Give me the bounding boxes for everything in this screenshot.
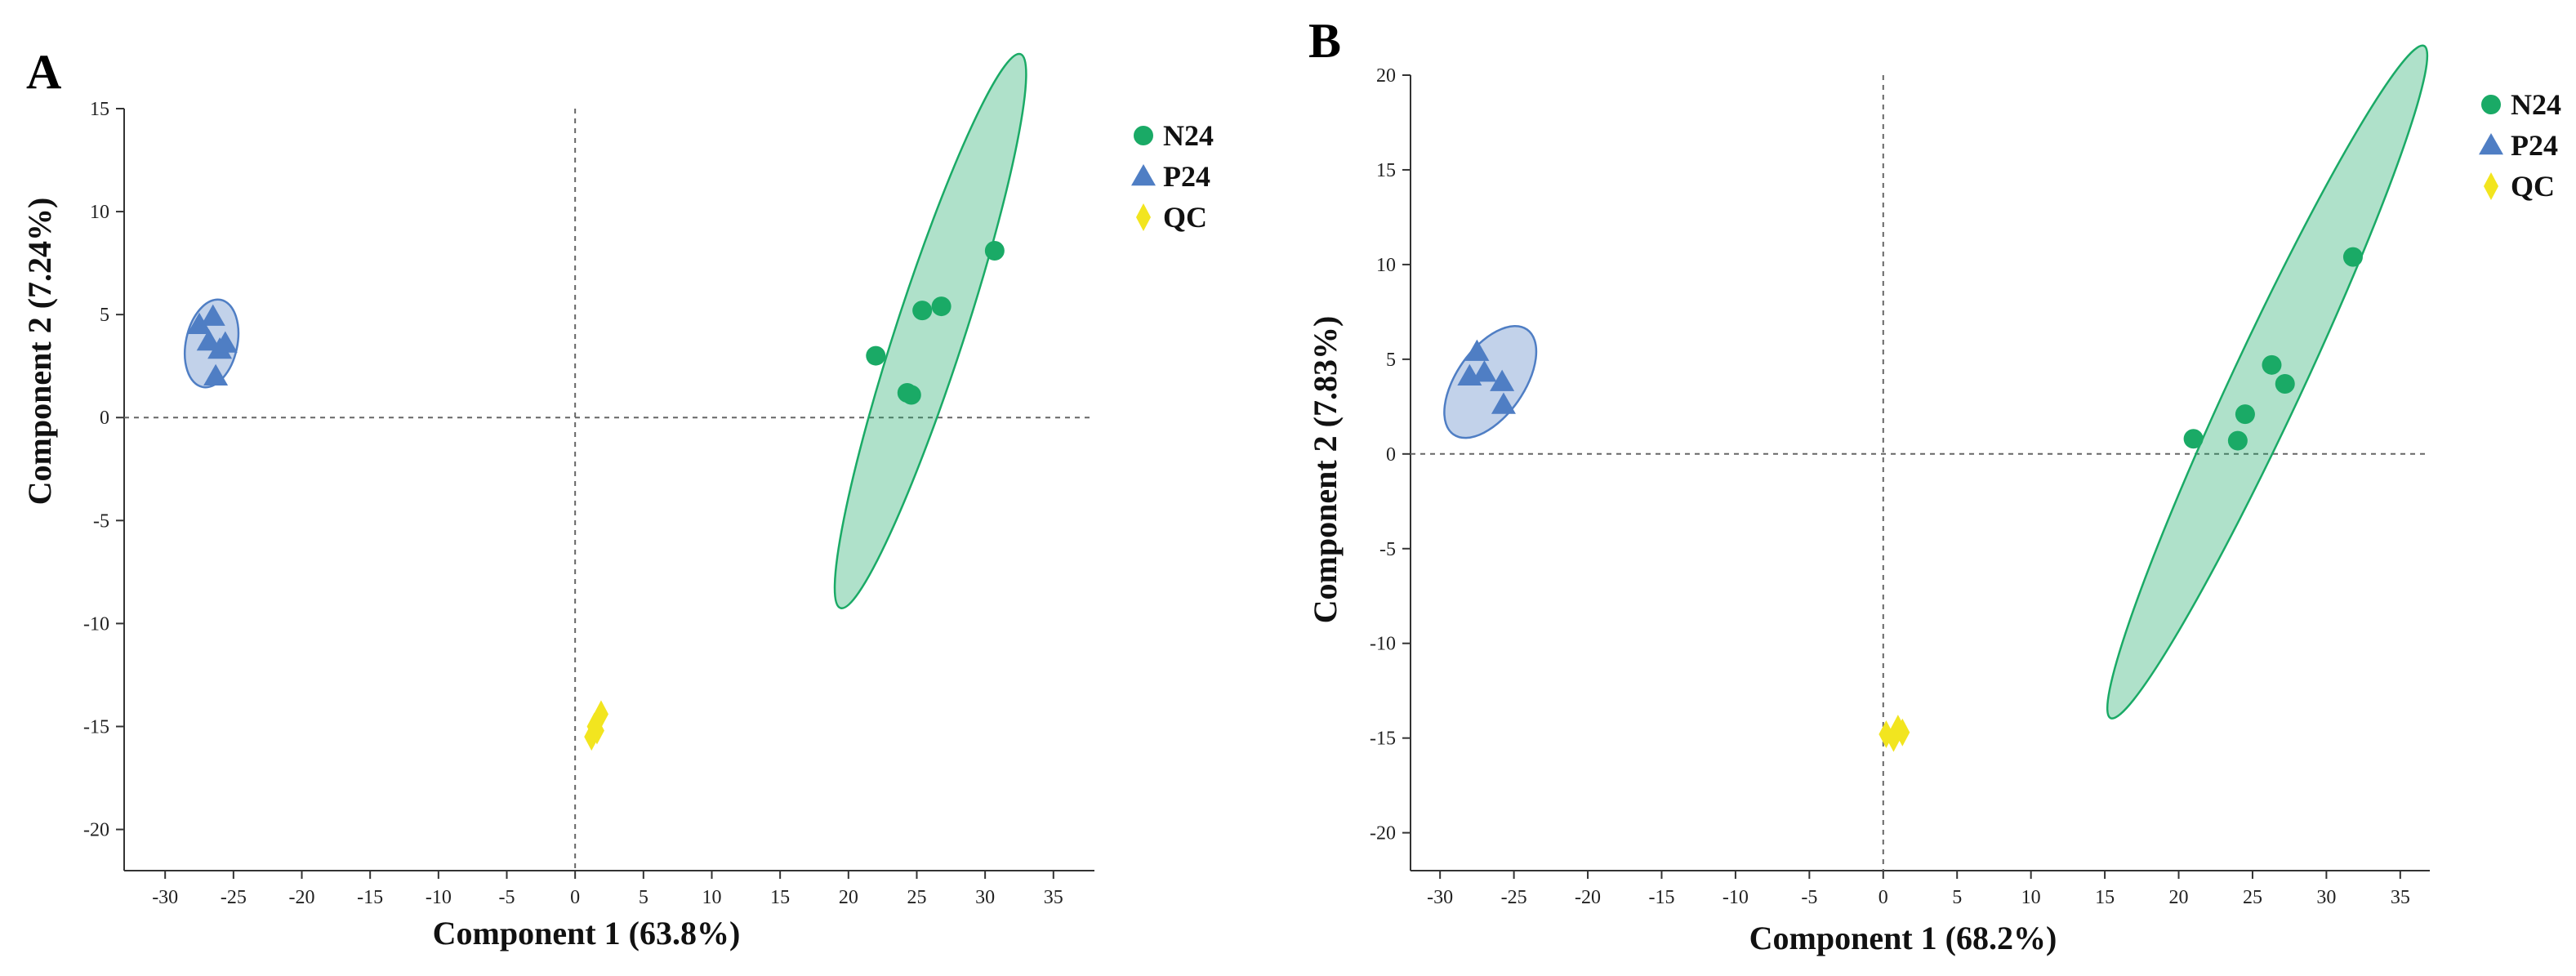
x-tick-label: -10 bbox=[1723, 887, 1749, 908]
y-axis-title: Component 2 (7.83%) bbox=[1307, 316, 1344, 624]
x-tick-label: -25 bbox=[1501, 887, 1527, 908]
y-tick-label: 15 bbox=[1376, 160, 1396, 181]
legend-qc-label: QC bbox=[2511, 170, 2555, 203]
x-tick-label: 20 bbox=[839, 887, 858, 908]
n24-point bbox=[931, 296, 952, 317]
y-tick-label: 0 bbox=[100, 408, 109, 429]
legend-n24-marker bbox=[1134, 126, 1153, 145]
y-tick-label: -15 bbox=[1370, 729, 1396, 750]
p24-confidence-ellipse bbox=[1443, 324, 1538, 439]
x-tick-label: 25 bbox=[2243, 887, 2262, 908]
p24-point bbox=[1464, 339, 1490, 361]
legend-p24-label: P24 bbox=[2511, 129, 2558, 162]
n24-point bbox=[866, 345, 886, 366]
p24-point bbox=[196, 328, 221, 351]
panel-A: A -30 -25 -20 -15 -10 -5 0 5 10 15 20 25 30 35 15 10 5 0 -5… bbox=[21, 45, 1214, 951]
x-axis-title: Component 1 (68.2%) bbox=[1749, 920, 2057, 956]
panel-label: A bbox=[26, 45, 61, 99]
y-tick-label: 20 bbox=[1376, 65, 1396, 87]
y-tick-label: 10 bbox=[90, 202, 109, 223]
p24-point bbox=[1491, 392, 1516, 414]
p24-point bbox=[203, 363, 229, 386]
x-tick-label: 15 bbox=[2095, 887, 2115, 908]
x-tick-label: 25 bbox=[907, 887, 926, 908]
legend-n24-label: N24 bbox=[2511, 88, 2561, 121]
legend-p24-marker bbox=[2479, 133, 2503, 155]
x-tick-label: 35 bbox=[1044, 887, 1063, 908]
y-tick-label: 0 bbox=[1386, 444, 1396, 466]
y-tick-label: 10 bbox=[1376, 255, 1396, 276]
legend-n24-label: N24 bbox=[1163, 119, 1214, 152]
x-tick-label: -15 bbox=[357, 887, 383, 908]
n24-confidence-ellipse bbox=[833, 52, 1027, 609]
n24-point bbox=[984, 240, 1005, 261]
n24-point bbox=[2275, 374, 2295, 394]
x-tick-label: 30 bbox=[2316, 887, 2336, 908]
legend-p24-label: P24 bbox=[1163, 160, 1210, 193]
y-tick-label: -15 bbox=[83, 716, 109, 738]
p24-point bbox=[200, 304, 225, 326]
n24-point bbox=[2227, 430, 2248, 451]
x-tick-label: -30 bbox=[152, 887, 178, 908]
panel-B: B -30 -25 -20 -15 -10 -5 0 5 10 15 20 25 30 35 20 15 10 5 0… bbox=[1307, 14, 2561, 956]
p24-point bbox=[1472, 360, 1497, 382]
x-tick-label: 15 bbox=[770, 887, 790, 908]
qc-point bbox=[593, 700, 608, 729]
x-tick-label: 5 bbox=[639, 887, 648, 908]
x-axis-title: Component 1 (63.8%) bbox=[433, 915, 741, 951]
x-tick-label: -15 bbox=[1648, 887, 1674, 908]
qc-point bbox=[1895, 718, 1910, 746]
legend-p24-marker bbox=[1131, 164, 1156, 186]
x-tick-label: -5 bbox=[499, 887, 515, 908]
y-tick-label: 5 bbox=[1386, 350, 1396, 371]
x-tick-label: -10 bbox=[426, 887, 452, 908]
x-tick-label: 5 bbox=[1952, 887, 1962, 908]
x-tick-label: -25 bbox=[221, 887, 247, 908]
x-tick-label: 0 bbox=[570, 887, 580, 908]
y-tick-label: -5 bbox=[1379, 539, 1396, 560]
n24-point bbox=[2262, 354, 2282, 375]
p24-point bbox=[187, 312, 212, 335]
p24-point bbox=[212, 331, 238, 353]
n24-point bbox=[2342, 247, 2363, 267]
y-tick-label: -5 bbox=[93, 510, 109, 532]
x-tick-label: 30 bbox=[975, 887, 995, 908]
x-tick-label: 0 bbox=[1879, 887, 1888, 908]
y-axis-title: Component 2 (7.24%) bbox=[21, 198, 58, 506]
n24-point bbox=[2235, 404, 2255, 425]
n24-point bbox=[912, 301, 933, 321]
x-tick-label: 10 bbox=[702, 887, 721, 908]
x-tick-label: 10 bbox=[2021, 887, 2041, 908]
panel-label: B bbox=[1308, 14, 1341, 68]
legend-qc-marker bbox=[2484, 172, 2498, 200]
n24-point bbox=[2183, 429, 2204, 449]
y-tick-label: -10 bbox=[1370, 634, 1396, 655]
y-tick-label: -20 bbox=[83, 820, 109, 841]
y-tick-label: -20 bbox=[1370, 823, 1396, 845]
p24-point bbox=[1490, 369, 1515, 391]
x-tick-label: -20 bbox=[1575, 887, 1601, 908]
y-tick-label: -10 bbox=[83, 613, 109, 635]
legend-n24-marker bbox=[2481, 95, 2501, 114]
n24-point bbox=[901, 385, 921, 405]
x-tick-label: 35 bbox=[2391, 887, 2410, 908]
legend-qc-marker bbox=[1136, 203, 1151, 231]
legend-qc-label: QC bbox=[1163, 201, 1207, 234]
y-tick-label: 15 bbox=[90, 99, 109, 120]
x-tick-label: -30 bbox=[1427, 887, 1453, 908]
x-tick-label: -5 bbox=[1801, 887, 1817, 908]
x-tick-label: -20 bbox=[289, 887, 315, 908]
y-tick-label: 5 bbox=[100, 305, 109, 326]
n24-confidence-ellipse bbox=[2106, 44, 2429, 720]
x-tick-label: 20 bbox=[2169, 887, 2189, 908]
